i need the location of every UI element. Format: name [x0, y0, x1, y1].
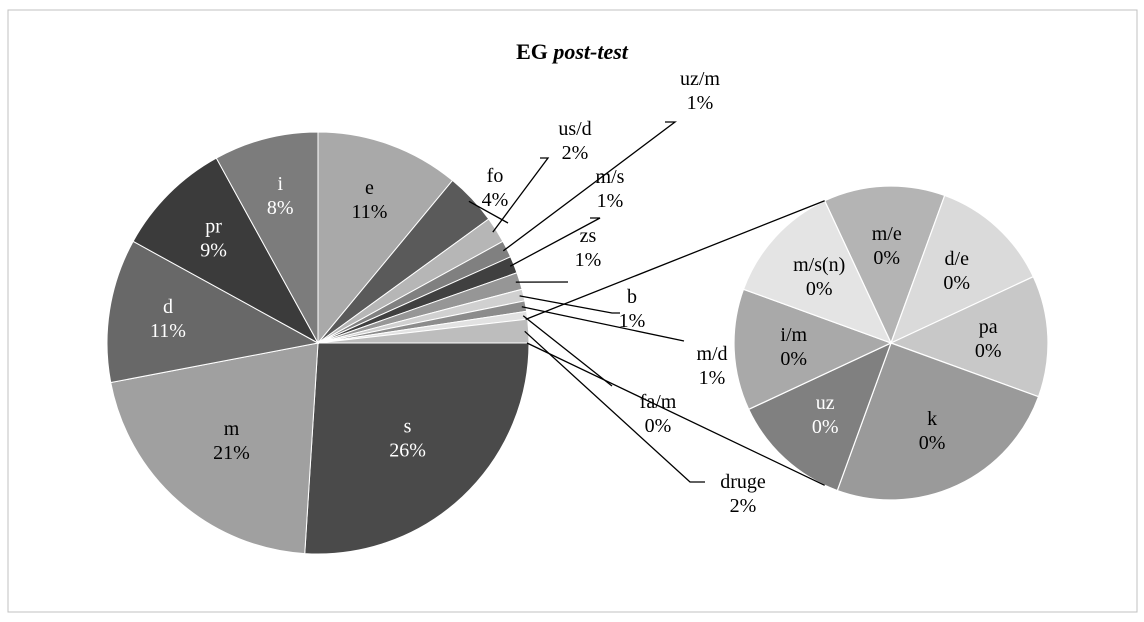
chart-title-emph: post-test: [551, 39, 628, 64]
chart-title: EG post-test: [516, 39, 629, 64]
main-pie: [107, 132, 529, 554]
chart-title-main: EG: [516, 39, 548, 64]
